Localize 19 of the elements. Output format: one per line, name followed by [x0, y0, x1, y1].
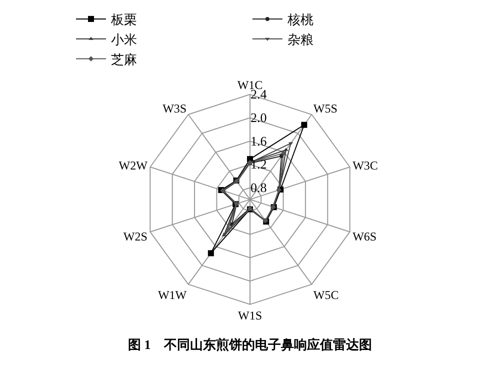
text: 图 1 不同山东煎饼的电子鼻响应值雷达图 [128, 337, 372, 352]
y-tick-label: 0.8 [250, 180, 267, 195]
spoke-label: W3C [352, 158, 378, 172]
spoke-label: W6S [352, 229, 377, 244]
spoke-label: W2S [123, 229, 148, 244]
legend-label: 板栗 [110, 12, 137, 28]
legend-label: 杂粮 [287, 32, 314, 47]
y-tick-label: 1.2 [250, 156, 267, 172]
spoke-label: W2W [118, 158, 148, 172]
legend-label: 芝麻 [111, 52, 137, 67]
y-tick-label: 2.0 [250, 110, 267, 125]
spoke-label: W1W [158, 288, 188, 302]
legend-label: 小米 [111, 32, 137, 47]
spoke-label: W5S [313, 102, 338, 116]
spoke-label: W5C [313, 288, 339, 302]
y-tick-label: 1.6 [250, 133, 268, 148]
legend-label: 核桃 [286, 12, 314, 28]
spoke-label: W1S [238, 308, 262, 322]
spoke-label: W3S [162, 102, 187, 116]
